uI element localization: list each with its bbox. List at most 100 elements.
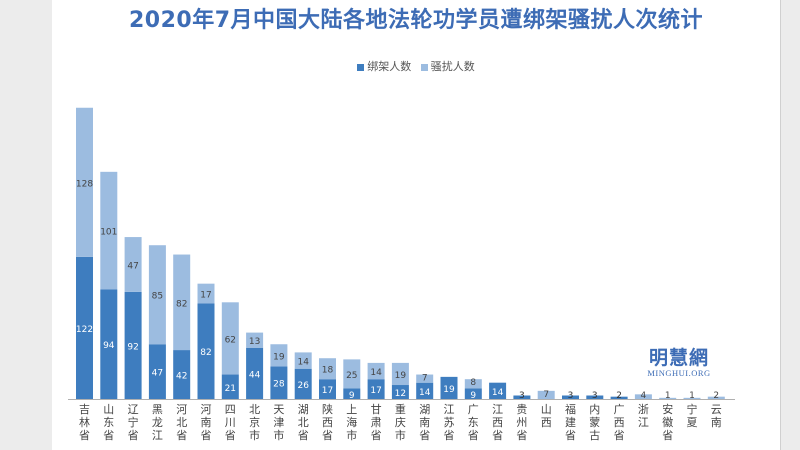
category-label: 浙: [638, 403, 649, 416]
bar-kidnap: [319, 379, 336, 399]
data-label-harass: 85: [152, 292, 163, 302]
category-label: 林: [79, 415, 90, 429]
category-label: 川: [225, 416, 236, 429]
category-label: 甘: [371, 403, 382, 416]
data-label-harass: 25: [346, 371, 357, 381]
category-label: 南: [419, 416, 430, 429]
category-label: 山: [103, 403, 114, 416]
chart-title: 2020年7月中国大陆各地法轮功学员遭绑架骚扰人次统计: [128, 8, 704, 33]
category-label: 河: [201, 403, 212, 416]
data-label-kidnap: 42: [176, 372, 187, 382]
category-label: 西: [614, 416, 625, 429]
data-label-kidnap: 28: [273, 380, 285, 390]
data-label-harass: 4: [641, 391, 647, 401]
data-label-kidnap: 21: [225, 384, 236, 394]
data-label-kidnap: 3: [592, 391, 598, 401]
bar-kidnap: [76, 256, 93, 399]
bar-harass: [367, 362, 385, 380]
bar-kidnap: [173, 350, 191, 399]
category-label: 肃: [371, 416, 382, 429]
category-label: 吉: [79, 403, 90, 416]
legend-label-kidnap: 绑架人数: [367, 60, 412, 73]
data-label-kidnap: 3: [519, 391, 525, 401]
data-label-harass: 7: [543, 390, 549, 400]
category-label: 省: [614, 429, 625, 442]
data-label-harass: 19: [273, 352, 285, 362]
bar-harass: [124, 237, 142, 292]
bar-kidnap: [464, 388, 482, 399]
category-label: 省: [516, 429, 527, 442]
data-label-kidnap: 26: [297, 381, 309, 391]
category-label: 南: [711, 416, 722, 429]
bar-kidnap: [513, 395, 531, 399]
category-label: 东: [468, 416, 479, 429]
right-divider: [780, 0, 781, 450]
category-label: 西: [322, 416, 333, 429]
bar-kidnap: [197, 303, 215, 399]
data-label-kidnap: 92: [127, 342, 138, 352]
data-label-kidnap: 17: [322, 386, 333, 396]
category-label: 上: [346, 403, 357, 416]
data-label-harass: 14: [297, 358, 309, 368]
category-label: 省: [103, 429, 114, 442]
category-label: 州: [516, 416, 527, 429]
category-label: 江: [638, 416, 649, 429]
category-label: 江: [152, 429, 163, 442]
data-label-harass: 13: [249, 337, 260, 347]
bar-kidnap: [294, 368, 312, 399]
category-label: 省: [176, 429, 187, 442]
category-label: 天: [273, 403, 284, 416]
category-label: 辽: [128, 403, 139, 416]
category-label: 省: [225, 429, 236, 442]
category-label: 北: [249, 403, 260, 416]
category-label: 黑: [152, 403, 163, 416]
category-label: 重: [395, 402, 406, 416]
category-label: 市: [249, 428, 260, 442]
bar-harass: [659, 397, 677, 399]
category-label: 云: [711, 403, 722, 416]
category-label: 东: [103, 416, 114, 429]
data-label-harass: 14: [370, 368, 382, 378]
category-label: 津: [273, 416, 284, 429]
legend-item-harass: 骚扰人数: [420, 58, 475, 74]
data-label-kidnap: 3: [568, 391, 574, 401]
legend-label-harass: 骚扰人数: [430, 60, 475, 73]
category-label: 市: [395, 428, 406, 442]
data-label-kidnap: 47: [152, 369, 163, 379]
bar-harass: [634, 394, 652, 399]
data-label-kidnap: 82: [200, 348, 211, 358]
category-label: 夏: [687, 416, 698, 429]
category-label: 湖: [419, 403, 430, 416]
category-label: 省: [298, 429, 309, 442]
category-label: 四: [225, 403, 236, 416]
bar-harass: [319, 358, 336, 380]
data-label-harass: 1: [665, 391, 671, 401]
data-label-kidnap: 2: [616, 391, 622, 401]
data-label-kidnap: 14: [492, 388, 504, 398]
category-label: 省: [201, 429, 212, 442]
category-label: 省: [565, 429, 576, 442]
data-label-kidnap: 12: [395, 389, 406, 399]
category-label: 海: [346, 415, 357, 429]
bar-harass: [221, 302, 239, 375]
category-label: 宁: [687, 402, 698, 416]
category-label: 山: [541, 403, 552, 416]
data-label-harass: 8: [470, 378, 476, 388]
data-label-harass: 17: [200, 291, 211, 301]
category-label: 蒙: [589, 416, 600, 429]
category-label: 陕: [322, 402, 333, 416]
bar-kidnap: [610, 396, 628, 399]
category-label: 广: [614, 403, 625, 416]
category-label: 福: [565, 402, 576, 416]
category-label: 河: [176, 403, 187, 416]
category-label: 市: [346, 428, 357, 442]
category-label: 湖: [298, 403, 309, 416]
category-label: 建: [565, 415, 576, 429]
bar-harass: [391, 362, 409, 386]
data-label-kidnap: 94: [103, 341, 115, 351]
data-label-harass: 18: [322, 366, 334, 376]
category-label: 省: [322, 429, 333, 442]
bar-harass: [270, 344, 288, 367]
bar-kidnap: [562, 395, 579, 399]
